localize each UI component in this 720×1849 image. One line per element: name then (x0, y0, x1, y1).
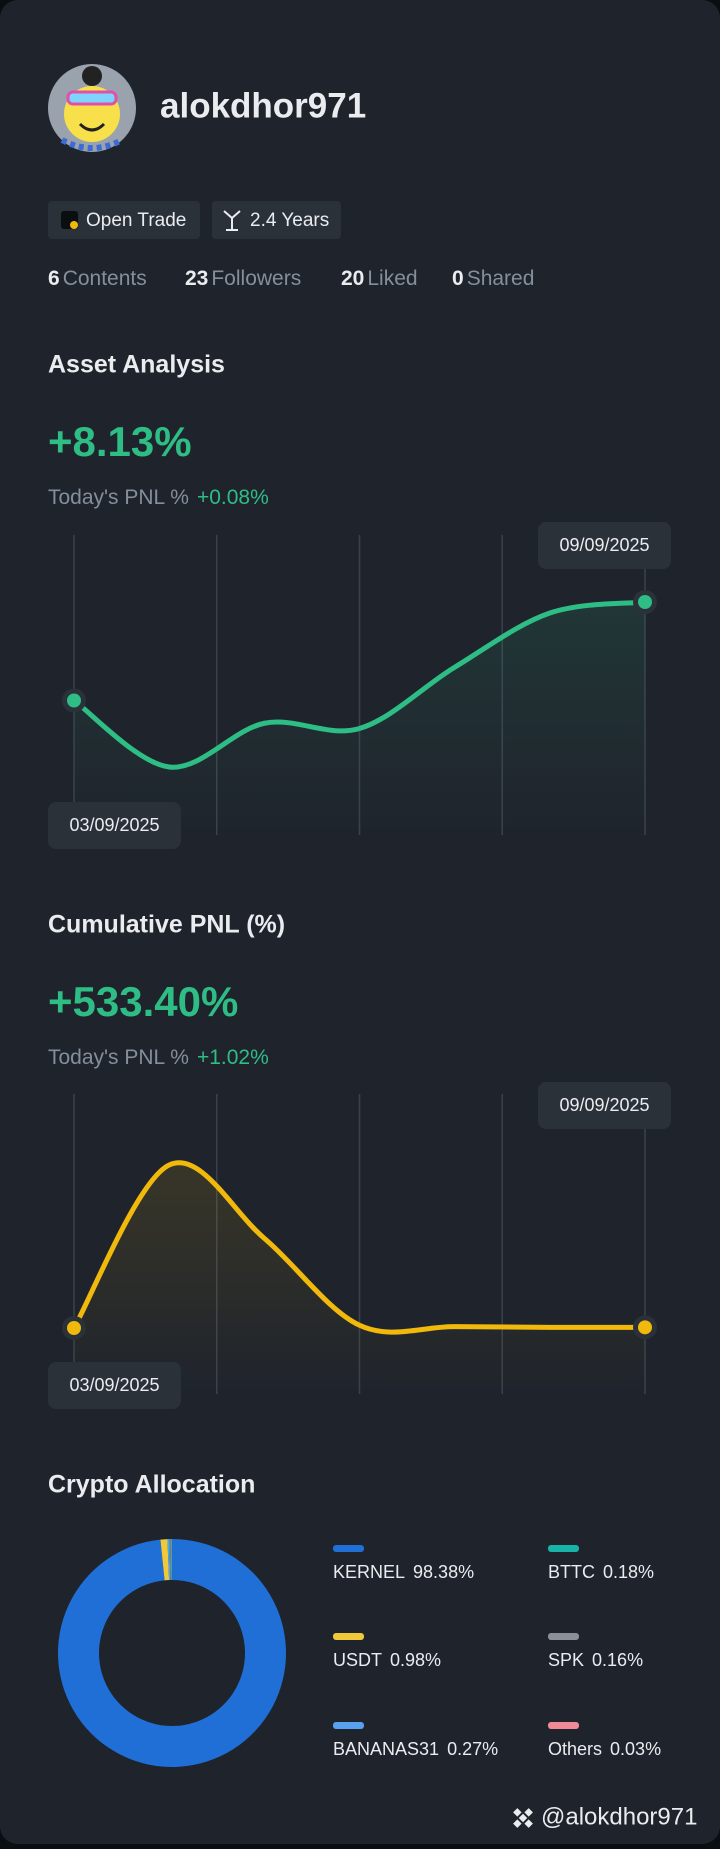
stat-value: 0 (452, 267, 464, 290)
legend-entry: KERNEL 98.38% (333, 1562, 474, 1582)
point (67, 1321, 81, 1335)
legend-swatch (333, 1545, 364, 1552)
avatar (48, 64, 136, 152)
username: alokdhor971 (160, 86, 366, 125)
legend-name: SPK (548, 1650, 584, 1670)
headline-value: +533.40% (48, 978, 238, 1025)
today-pnl-label: Today's PNL % (48, 1046, 189, 1069)
badge-label: 2.4 Years (250, 210, 329, 231)
section-title: Cumulative PNL (%) (48, 911, 285, 939)
legend-value: 0.16% (592, 1650, 643, 1670)
legend-name: BANANAS31 (333, 1739, 439, 1759)
stat-label: Followers (211, 267, 301, 290)
legend-swatch (548, 1633, 579, 1640)
today-pnl-value: +1.02% (197, 1046, 269, 1069)
stat-value: 23 (185, 267, 208, 290)
legend-name: Others (548, 1739, 602, 1759)
legend-entry: BANANAS31 0.27% (333, 1739, 498, 1759)
legend-value: 0.27% (447, 1739, 498, 1759)
date-label: 09/09/2025 (559, 535, 649, 555)
legend-name: KERNEL (333, 1562, 405, 1582)
section-title: Crypto Allocation (48, 1471, 255, 1499)
point (638, 1320, 652, 1334)
stat-label: Liked (367, 267, 417, 290)
headline-value: +8.13% (48, 418, 192, 465)
stat-value: 20 (341, 267, 364, 290)
legend-name: USDT (333, 1650, 382, 1670)
date-label: 03/09/2025 (69, 815, 159, 835)
today-pnl-value: +0.08% (197, 486, 269, 509)
stat-label: Contents (63, 267, 147, 290)
legend-value: 0.03% (610, 1739, 661, 1759)
section-title: Asset Analysis (48, 351, 225, 379)
legend-value: 0.98% (390, 1650, 441, 1670)
date-label: 03/09/2025 (69, 1375, 159, 1395)
legend-swatch (333, 1633, 364, 1640)
legend-name: BTTC (548, 1562, 595, 1582)
legend-swatch (548, 1545, 579, 1552)
legend-value: 0.18% (603, 1562, 654, 1582)
today-pnl: Today's PNL % +0.08% (48, 486, 269, 509)
stat-value: 6 (48, 267, 60, 290)
legend-swatch (548, 1722, 579, 1729)
today-pnl-label: Today's PNL % (48, 486, 189, 509)
legend-value: 98.38% (413, 1562, 474, 1582)
badge-icon (70, 221, 78, 229)
legend-entry: SPK 0.16% (548, 1650, 643, 1670)
date-label: 09/09/2025 (559, 1095, 649, 1115)
badge-label: Open Trade (86, 210, 186, 231)
point (67, 694, 81, 708)
footer-handle: @alokdhor971 (541, 1803, 697, 1830)
point (638, 595, 652, 609)
stat-label: Shared (467, 267, 535, 290)
legend-swatch (333, 1722, 364, 1729)
today-pnl: Today's PNL % +1.02% (48, 1046, 269, 1069)
